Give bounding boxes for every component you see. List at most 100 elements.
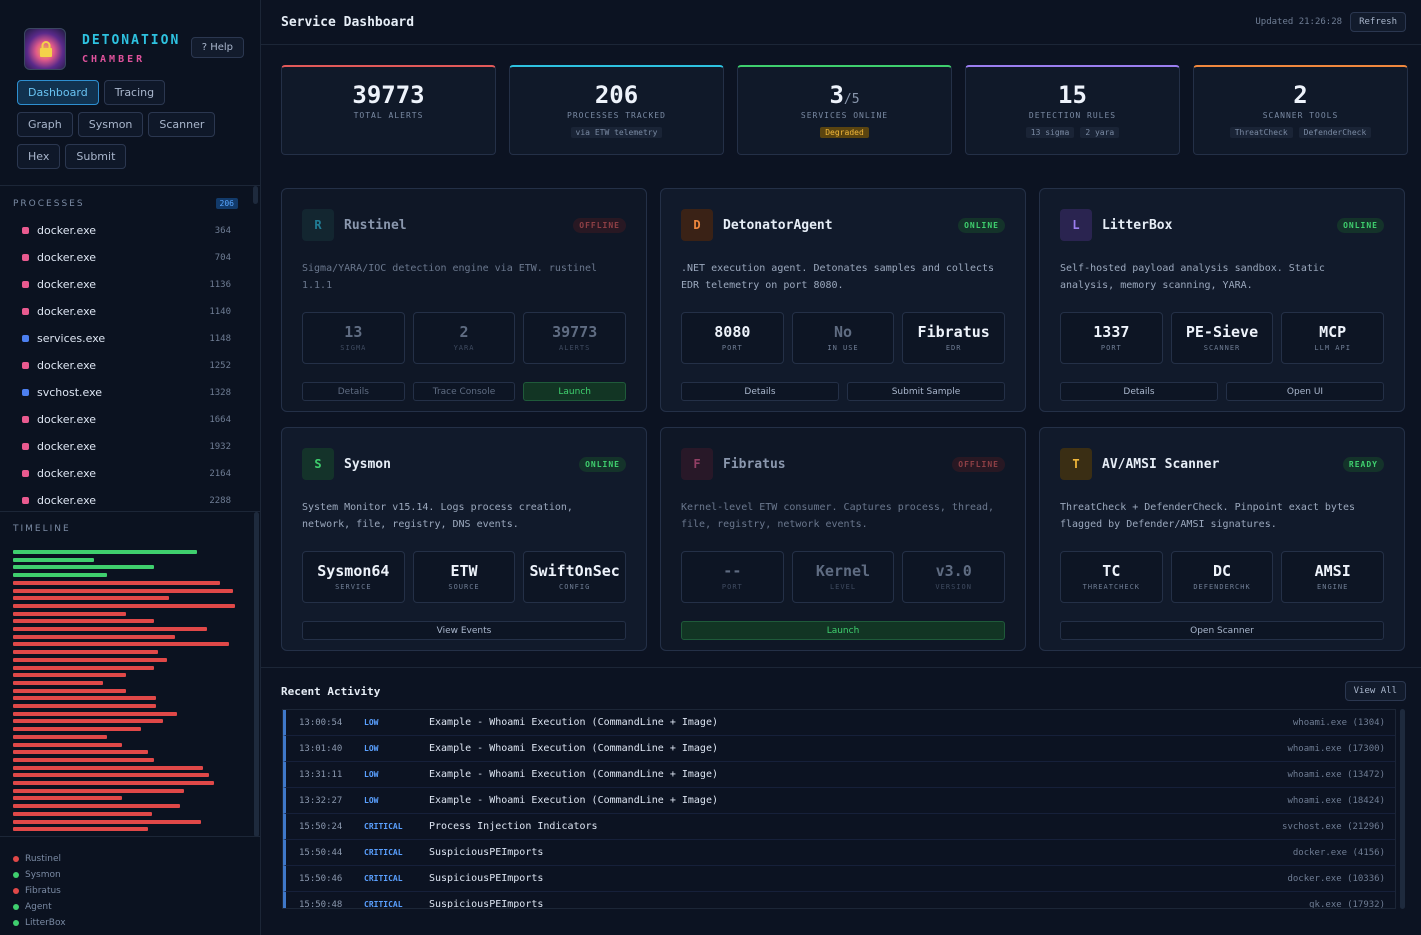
metric-value: Sysmon64	[317, 562, 390, 580]
process-row[interactable]: docker.exe 1136	[0, 271, 260, 298]
activity-message: Example - Whoami Execution (CommandLine …	[429, 717, 718, 728]
process-row[interactable]: docker.exe 2164	[0, 460, 260, 487]
service-cards: R Rustinel OFFLINE Sigma/YARA/IOC detection…	[281, 188, 1405, 651]
process-row[interactable]: docker.exe 704	[0, 244, 260, 271]
status-badge: ONLINE	[958, 217, 1005, 233]
service-metrics: TC THREATCHECK DC DEFENDERCHK AMSI ENGINE	[1060, 551, 1385, 603]
metric-box: Kernel LEVEL	[791, 551, 895, 603]
legend-dot	[13, 920, 19, 926]
stat-card: 39773 TOTAL ALERTS	[281, 65, 496, 155]
timeline-label: TIMELINE	[13, 524, 71, 534]
nav-tab-tracing[interactable]: Tracing	[103, 80, 166, 105]
stat-value: 2	[1194, 81, 1407, 109]
card-actions: View Events	[302, 621, 626, 640]
view-all-button[interactable]: View All	[1344, 681, 1406, 701]
legend-item: LitterBox	[13, 915, 261, 931]
timeline-bar	[13, 550, 197, 554]
details-button[interactable]: Details	[302, 382, 405, 401]
timeline-bar	[13, 796, 122, 801]
process-row[interactable]: docker.exe 2288	[0, 487, 260, 514]
activity-scrollbar[interactable]	[1400, 709, 1405, 909]
process-row[interactable]: docker.exe 1140	[0, 298, 260, 325]
metric-value: v3.0	[935, 562, 972, 580]
process-scrollbar[interactable]	[253, 186, 258, 204]
timeline-bar	[13, 580, 220, 585]
activity-row[interactable]: 13:00:54 LOW Example - Whoami Execution (C…	[283, 710, 1395, 736]
timeline-bar	[13, 719, 163, 724]
service-name: Rustinel	[344, 217, 407, 233]
stat-chip: Degraded	[820, 127, 869, 138]
activity-row[interactable]: 15:50:44 CRITICAL SuspiciousPEImports docke…	[283, 840, 1395, 866]
help-button[interactable]: ? Help	[190, 36, 244, 58]
process-row[interactable]: docker.exe 1664	[0, 406, 260, 433]
timeline-scrollbar[interactable]	[254, 512, 259, 836]
timeline-bar	[13, 704, 156, 708]
process-pid: 1140	[209, 306, 231, 317]
open-ui-button[interactable]: Open UI	[1226, 382, 1384, 401]
metric-label: ALERTS	[559, 344, 591, 352]
activity-row[interactable]: 15:50:48 CRITICAL SuspiciousPEImports gk.ex…	[283, 892, 1395, 908]
updated-timestamp: Updated 21:26:28	[1255, 17, 1343, 27]
nav-tab-graph[interactable]: Graph	[17, 112, 73, 137]
view-events-button[interactable]: View Events	[302, 621, 626, 640]
nav-tab-scanner[interactable]: Scanner	[148, 112, 216, 137]
launch-button[interactable]: Launch	[681, 621, 1005, 640]
details-button[interactable]: Details	[1060, 382, 1218, 401]
activity-time: 15:50:44	[299, 847, 343, 858]
service-icon: R	[302, 209, 334, 241]
status-badge: OFFLINE	[952, 456, 1005, 472]
submit-sample-button[interactable]: Submit Sample	[847, 382, 1005, 401]
brand: DETONATION CHAMBER ? Help	[0, 0, 260, 80]
severity-label: CRITICAL	[364, 848, 403, 857]
trace-console-button[interactable]: Trace Console	[412, 382, 516, 401]
launch-button[interactable]: Launch	[523, 382, 627, 401]
process-row[interactable]: svchost.exe 1328	[0, 379, 260, 406]
activity-row[interactable]: 13:31:11 LOW Example - Whoami Execution (C…	[283, 762, 1395, 788]
activity-row[interactable]: 15:50:46 CRITICAL SuspiciousPEImports docke…	[283, 866, 1395, 892]
service-description: ThreatCheck + DefenderCheck. Pinpoint ex…	[1060, 502, 1356, 530]
status-badge: OFFLINE	[573, 217, 626, 233]
process-row[interactable]: docker.exe 1252	[0, 352, 260, 379]
nav-tab-dashboard[interactable]: Dashboard	[17, 80, 99, 105]
process-type-icon	[22, 497, 29, 504]
service-metrics: Sysmon64 SERVICE ETW SOURCE SwiftOnSec CONFIG	[302, 551, 627, 603]
process-row[interactable]: services.exe 1148	[0, 325, 260, 352]
process-type-icon	[22, 281, 29, 288]
timeline-bar	[13, 565, 154, 570]
activity-row[interactable]: 13:32:27 LOW Example - Whoami Execution (C…	[283, 788, 1395, 814]
status-badge: ONLINE	[579, 456, 626, 472]
card-header: F Fibratus OFFLINE	[681, 448, 1005, 480]
timeline-bar	[13, 696, 156, 701]
metric-label: PORT	[721, 344, 743, 352]
stat-label: SCANNER TOOLS	[1262, 111, 1339, 120]
nav-tab-submit[interactable]: Submit	[65, 144, 127, 169]
stat-chips: ThreatCheck DefenderCheck	[1194, 127, 1407, 138]
process-row[interactable]: docker.exe 1932	[0, 433, 260, 460]
open-scanner-button[interactable]: Open Scanner	[1060, 621, 1384, 640]
metric-value: MCP	[1319, 323, 1347, 341]
timeline-bar	[13, 665, 154, 670]
details-button[interactable]: Details	[681, 382, 839, 401]
stat-value: 3/5	[738, 81, 951, 109]
service-icon: F	[681, 448, 713, 480]
refresh-button[interactable]: Refresh	[1350, 12, 1406, 32]
process-name: docker.exe	[37, 440, 97, 453]
timeline-bar	[13, 596, 169, 601]
metric-label: CONFIG	[559, 583, 591, 591]
metric-value: TC	[1102, 562, 1121, 580]
metric-label: SERVICE	[335, 583, 372, 591]
activity-row[interactable]: 13:01:40 LOW Example - Whoami Execution (C…	[283, 736, 1395, 762]
nav-tab-sysmon[interactable]: Sysmon	[77, 112, 144, 137]
nav-tab-hex[interactable]: Hex	[17, 144, 61, 169]
service-name: Sysmon	[344, 456, 391, 472]
activity-row[interactable]: 15:50:24 CRITICAL Process Injection Indica…	[283, 814, 1395, 840]
process-type-icon	[22, 470, 29, 477]
metric-label: DEFENDERCHK	[1193, 583, 1251, 591]
process-row[interactable]: docker.exe 364	[0, 217, 260, 244]
stat-chip: via ETW telemetry	[570, 127, 663, 138]
status-badge: ONLINE	[1337, 217, 1384, 233]
metric-value: ETW	[450, 562, 478, 580]
service-card-sysmon: S Sysmon ONLINE System Monitor v15.14. Logs…	[281, 427, 647, 651]
process-type-icon	[22, 362, 29, 369]
legend-label: Sysmon	[25, 870, 61, 880]
